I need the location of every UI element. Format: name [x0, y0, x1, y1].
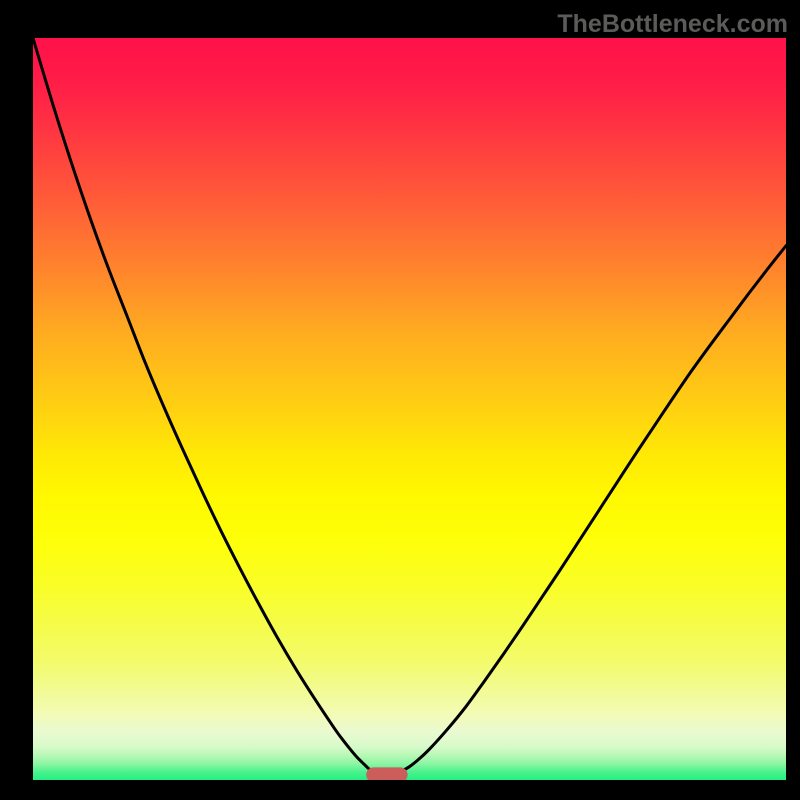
chart-border-right	[786, 0, 800, 800]
bottleneck-chart	[0, 0, 800, 800]
watermark-text: TheBottleneck.com	[557, 10, 788, 39]
chart-border-left	[0, 0, 33, 800]
chart-border-bottom	[0, 780, 800, 800]
chart-background	[33, 38, 786, 780]
